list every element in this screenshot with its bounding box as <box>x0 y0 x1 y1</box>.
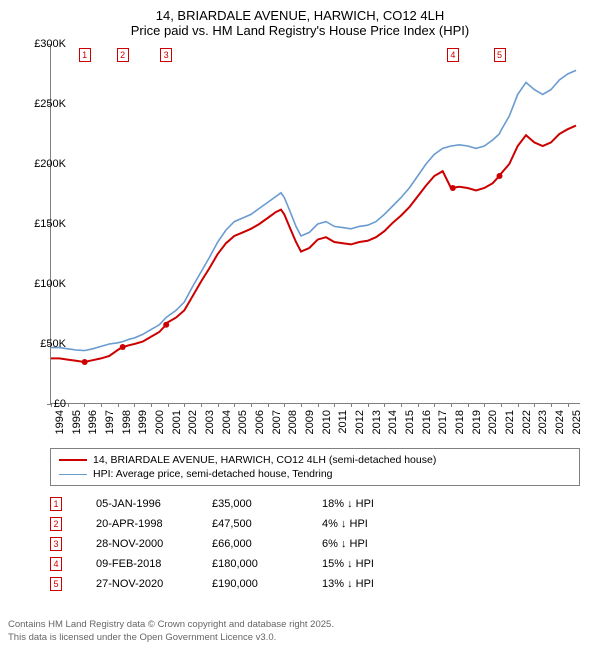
table-row: 527-NOV-2020£190,00013% ↓ HPI <box>50 574 580 594</box>
x-axis-label: 1998 <box>121 410 133 434</box>
x-axis-label: 1997 <box>104 410 116 434</box>
sale-price: £180,000 <box>212 558 322 570</box>
x-axis-label: 2007 <box>271 410 283 434</box>
attribution: Contains HM Land Registry data © Crown c… <box>8 619 334 644</box>
table-row: 409-FEB-2018£180,00015% ↓ HPI <box>50 554 580 574</box>
x-axis-label: 2011 <box>337 410 349 434</box>
legend-label: 14, BRIARDALE AVENUE, HARWICH, CO12 4LH … <box>93 454 436 466</box>
sale-price: £66,000 <box>212 538 322 550</box>
sale-price: £190,000 <box>212 578 322 590</box>
sale-date: 28-NOV-2000 <box>62 538 212 550</box>
sale-marker: 1 <box>79 48 91 62</box>
sale-point <box>450 185 456 191</box>
y-axis-label: £0 <box>54 398 66 410</box>
x-axis-label: 2024 <box>554 410 566 434</box>
sale-diff: 15% ↓ HPI <box>322 558 432 570</box>
sale-diff: 18% ↓ HPI <box>322 498 432 510</box>
sale-point <box>497 173 503 179</box>
x-axis-label: 2016 <box>421 410 433 434</box>
sale-date: 20-APR-1998 <box>62 518 212 530</box>
sale-marker: 3 <box>160 48 172 62</box>
legend: 14, BRIARDALE AVENUE, HARWICH, CO12 4LH … <box>50 448 580 486</box>
y-axis-label: £50K <box>40 338 66 350</box>
x-axis-label: 2022 <box>521 410 533 434</box>
sale-price: £47,500 <box>212 518 322 530</box>
table-row: 105-JAN-1996£35,00018% ↓ HPI <box>50 494 580 514</box>
sale-marker: 4 <box>50 557 62 571</box>
sale-marker: 3 <box>50 537 62 551</box>
sale-diff: 13% ↓ HPI <box>322 578 432 590</box>
table-row: 220-APR-1998£47,5004% ↓ HPI <box>50 514 580 534</box>
chart-svg <box>51 44 580 403</box>
x-axis-label: 2015 <box>404 410 416 434</box>
x-axis-label: 2017 <box>437 410 449 434</box>
title-address: 14, BRIARDALE AVENUE, HARWICH, CO12 4LH <box>0 8 600 23</box>
sale-marker: 5 <box>50 577 62 591</box>
sale-marker: 2 <box>50 517 62 531</box>
x-axis-label: 2025 <box>571 410 583 434</box>
x-axis-label: 2014 <box>387 410 399 434</box>
x-axis-label: 1995 <box>71 410 83 434</box>
x-axis-label: 2010 <box>321 410 333 434</box>
y-axis-label: £300K <box>34 38 66 50</box>
x-axis-label: 1996 <box>87 410 99 434</box>
x-axis-label: 2021 <box>504 410 516 434</box>
sale-diff: 4% ↓ HPI <box>322 518 432 530</box>
series-hpi <box>51 70 576 350</box>
x-axis-label: 2020 <box>487 410 499 434</box>
sale-date: 09-FEB-2018 <box>62 558 212 570</box>
sale-date: 27-NOV-2020 <box>62 578 212 590</box>
chart-plot-area: 1 2 3 4 5 <box>50 44 580 404</box>
x-axis-label: 2018 <box>454 410 466 434</box>
legend-item: 14, BRIARDALE AVENUE, HARWICH, CO12 4LH … <box>59 453 571 467</box>
sale-point <box>163 322 169 328</box>
sale-diff: 6% ↓ HPI <box>322 538 432 550</box>
x-axis-label: 2003 <box>204 410 216 434</box>
x-axis-label: 2000 <box>154 410 166 434</box>
x-axis-label: 2012 <box>354 410 366 434</box>
table-row: 328-NOV-2000£66,0006% ↓ HPI <box>50 534 580 554</box>
legend-swatch <box>59 459 87 461</box>
sale-price: £35,000 <box>212 498 322 510</box>
legend-swatch <box>59 474 87 475</box>
legend-item: HPI: Average price, semi-detached house,… <box>59 467 571 481</box>
legend-label: HPI: Average price, semi-detached house,… <box>93 468 333 480</box>
x-axis-label: 2005 <box>237 410 249 434</box>
x-axis-label: 2006 <box>254 410 266 434</box>
x-axis-label: 2023 <box>537 410 549 434</box>
x-axis-label: 2019 <box>471 410 483 434</box>
sale-point <box>82 359 88 365</box>
x-axis-label: 2009 <box>304 410 316 434</box>
x-axis-label: 2004 <box>221 410 233 434</box>
y-axis-label: £250K <box>34 98 66 110</box>
sale-date: 05-JAN-1996 <box>62 498 212 510</box>
sale-marker: 4 <box>447 48 459 62</box>
x-axis-label: 2001 <box>171 410 183 434</box>
sale-marker: 5 <box>494 48 506 62</box>
y-axis-label: £100K <box>34 278 66 290</box>
y-axis-label: £200K <box>34 158 66 170</box>
sale-marker: 1 <box>50 497 62 511</box>
attribution-line2: This data is licensed under the Open Gov… <box>8 632 334 644</box>
x-axis-label: 2013 <box>371 410 383 434</box>
sale-marker: 2 <box>117 48 129 62</box>
series-price_paid <box>51 126 576 362</box>
sales-table: 105-JAN-1996£35,00018% ↓ HPI220-APR-1998… <box>50 494 580 594</box>
title-subtitle: Price paid vs. HM Land Registry's House … <box>0 23 600 38</box>
chart-title: 14, BRIARDALE AVENUE, HARWICH, CO12 4LH … <box>0 0 600 42</box>
x-axis-label: 1994 <box>54 410 66 434</box>
x-axis-label: 1999 <box>137 410 149 434</box>
sale-point <box>120 344 126 350</box>
x-axis-label: 2002 <box>187 410 199 434</box>
y-axis-label: £150K <box>34 218 66 230</box>
x-axis-label: 2008 <box>287 410 299 434</box>
attribution-line1: Contains HM Land Registry data © Crown c… <box>8 619 334 631</box>
